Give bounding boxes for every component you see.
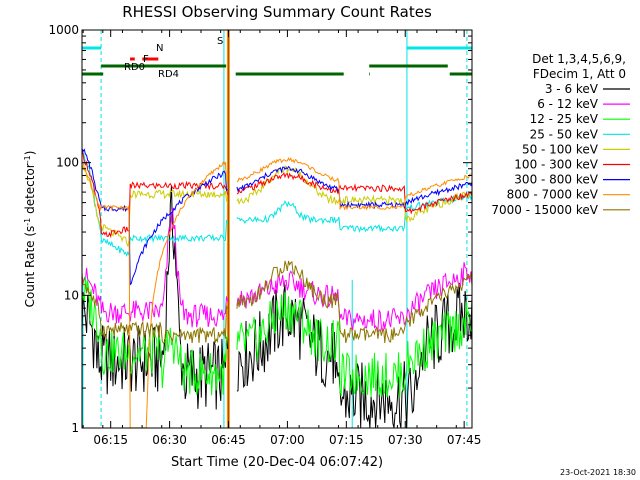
detector-info: Det 1,3,4,5,6,9, xyxy=(532,52,626,66)
y-axis-label-part: -1 xyxy=(23,155,32,163)
x-tick-label: 07:15 xyxy=(329,433,364,447)
series-6-12keV xyxy=(81,208,473,333)
night-label: N xyxy=(156,43,163,54)
x-tick-label: 06:30 xyxy=(152,433,187,447)
series-line-before-gap xyxy=(81,208,229,328)
series-25-50keV xyxy=(81,150,473,258)
series-line-before-gap xyxy=(81,272,229,344)
y-axis-label: Count Rate (s-1 detector-1) xyxy=(23,151,38,308)
series-line-after-gap xyxy=(236,261,473,333)
x-tick-label: 06:45 xyxy=(211,433,246,447)
series-line-after-gap xyxy=(236,165,473,210)
series-line-after-gap xyxy=(236,192,473,234)
series-line-before-gap xyxy=(81,160,228,429)
legend-label: 6 - 12 keV xyxy=(537,97,599,111)
series-line-after-gap xyxy=(236,157,473,211)
y-axis-label-part: -1 xyxy=(23,218,32,226)
series-12-25keV xyxy=(81,276,473,398)
x-tick-label: 07:45 xyxy=(447,433,482,447)
series-line-after-gap xyxy=(236,282,473,429)
series-line-before-gap xyxy=(81,150,229,258)
series-line-after-gap xyxy=(236,292,473,398)
series-line-after-gap xyxy=(236,260,473,344)
series-7000-15000keV xyxy=(81,260,473,344)
y-axis-label-part: detector xyxy=(23,163,37,218)
chart-title: RHESSI Observing Summary Count Rates xyxy=(122,3,432,21)
y-axis-label-part: ) xyxy=(23,151,37,156)
x-tick-label: 07:30 xyxy=(388,433,423,447)
legend-label: 50 - 100 keV xyxy=(522,142,599,156)
y-tick-label: 1 xyxy=(71,421,79,435)
legend-label: 800 - 7000 keV xyxy=(507,188,599,202)
legend-label: 7000 - 15000 keV xyxy=(491,203,598,217)
legend-label: 3 - 6 keV xyxy=(545,82,599,96)
timestamp: 23-Oct-2021 18:30 xyxy=(560,468,636,477)
legend-label: 25 - 50 keV xyxy=(530,127,599,141)
y-tick-label: 1000 xyxy=(48,23,79,37)
series-800-7000keV xyxy=(81,157,473,429)
series-line-after-gap xyxy=(236,172,473,215)
y-tick-label: 10 xyxy=(64,288,79,302)
flare-label: F xyxy=(143,54,149,65)
legend-label: 100 - 300 keV xyxy=(514,158,598,172)
legend-label: 300 - 800 keV xyxy=(514,173,598,187)
decimation-info: FDecim 1, Att 0 xyxy=(533,67,626,81)
y-axis-label-part: Count Rate (s xyxy=(23,226,37,308)
x-tick-label: 07:00 xyxy=(270,433,305,447)
rd0-label: RD0 xyxy=(124,62,145,73)
y-tick-label: 100 xyxy=(56,156,79,170)
series-line-before-gap xyxy=(81,148,228,286)
series-50-100keV xyxy=(81,164,473,248)
saa-label: S xyxy=(217,36,223,47)
rd4-label: RD4 xyxy=(158,69,179,80)
plot-frame xyxy=(81,29,473,429)
series-line-before-gap xyxy=(81,164,229,248)
legend-label: 12 - 25 keV xyxy=(530,112,599,126)
x-axis-label: Start Time (20-Dec-04 06:07:42) xyxy=(171,455,383,470)
x-tick-label: 06:15 xyxy=(93,433,128,447)
